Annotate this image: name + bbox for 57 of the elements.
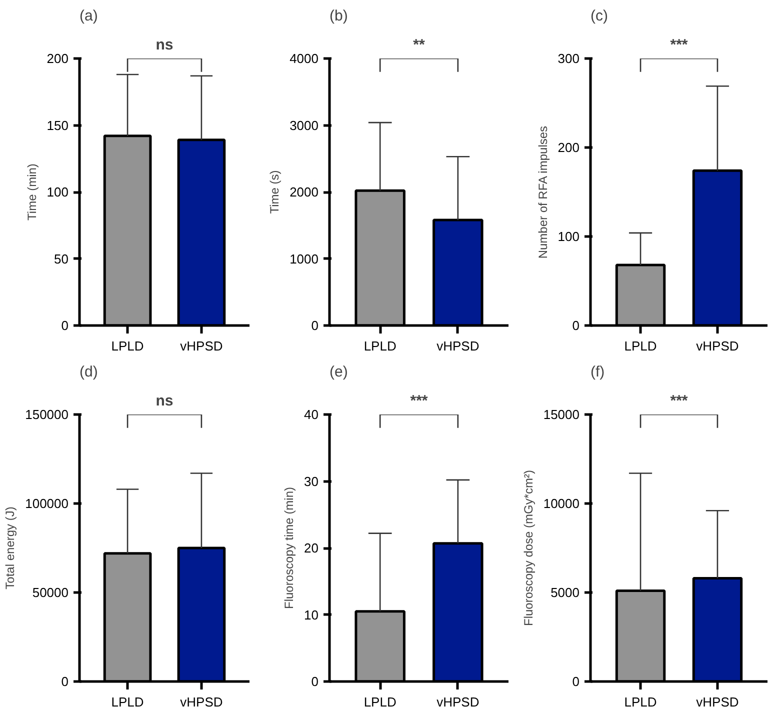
y-tick-label: 300 xyxy=(558,51,580,66)
x-tick-label: vHPSD xyxy=(696,694,739,710)
chart-title: (f) xyxy=(590,364,605,380)
y-tick-label: 0 xyxy=(311,674,319,689)
y-tick-label: 15000 xyxy=(543,407,580,422)
y-tick-label: 0 xyxy=(311,318,319,333)
y-tick-label: 100000 xyxy=(25,496,69,511)
y-axis-title: Time (s) xyxy=(268,170,282,214)
text: ** xyxy=(413,36,425,54)
text: ns xyxy=(156,36,174,54)
y-tick-label: 200 xyxy=(558,140,580,155)
x-tick-label: vHPSD xyxy=(180,694,223,710)
chart-title: (d) xyxy=(80,364,98,380)
y-tick-label: 50 xyxy=(54,251,69,266)
y-tick-label: 4000 xyxy=(290,51,318,66)
x-tick-label: vHPSD xyxy=(180,338,223,354)
y-tick-label: 50000 xyxy=(32,585,69,600)
x-tick-label: LPLD xyxy=(364,694,396,710)
y-tick-label: 0 xyxy=(61,674,69,689)
y-tick-label: 150 xyxy=(46,118,69,133)
chart-title: (e) xyxy=(330,364,348,380)
y-tick-label: 10 xyxy=(304,607,319,622)
y-tick-label: 100 xyxy=(558,229,580,244)
y-tick-label: 20 xyxy=(304,540,319,556)
y-tick-label: 2000 xyxy=(290,184,318,200)
x-tick-label: vHPSD xyxy=(436,338,480,354)
y-tick-label: 1000 xyxy=(290,251,318,266)
y-tick-label: 100 xyxy=(46,184,69,200)
y-tick-label: 40 xyxy=(304,407,319,422)
x-tick-label: LPLD xyxy=(624,338,657,354)
text: *** xyxy=(670,36,688,54)
chart-title: (a) xyxy=(80,8,98,24)
y-tick-label: 5000 xyxy=(550,585,580,600)
y-tick-label: 0 xyxy=(572,318,580,333)
y-tick-label: 10000 xyxy=(543,496,580,511)
y-axis-title: Number of RFA impulses xyxy=(536,126,550,259)
x-tick-label: vHPSD xyxy=(696,338,739,354)
y-tick-label: 0 xyxy=(61,318,69,333)
y-tick-label: 3000 xyxy=(290,118,318,133)
text: *** xyxy=(670,392,688,410)
x-tick-label: vHPSD xyxy=(436,694,480,710)
y-tick-label: 0 xyxy=(572,674,580,689)
chart-title: (b) xyxy=(330,8,348,24)
y-axis-title: Fluoroscopy dose (mGy*cm²) xyxy=(521,470,536,626)
y-axis-title: Time (min) xyxy=(24,164,39,220)
y-tick-label: 200 xyxy=(46,51,69,66)
x-tick-label: LPLD xyxy=(364,338,396,354)
text: ns xyxy=(156,392,174,410)
x-tick-label: LPLD xyxy=(111,338,144,354)
y-tick-label: 150000 xyxy=(25,407,69,422)
chart-title: (c) xyxy=(590,8,608,24)
y-axis-title: Total energy (J) xyxy=(3,506,18,590)
x-tick-label: LPLD xyxy=(111,694,144,710)
y-tick-label: 30 xyxy=(304,474,319,489)
x-tick-label: LPLD xyxy=(624,694,657,710)
y-axis-title: Fluoroscopy time (min) xyxy=(282,486,296,610)
text: *** xyxy=(410,392,428,410)
